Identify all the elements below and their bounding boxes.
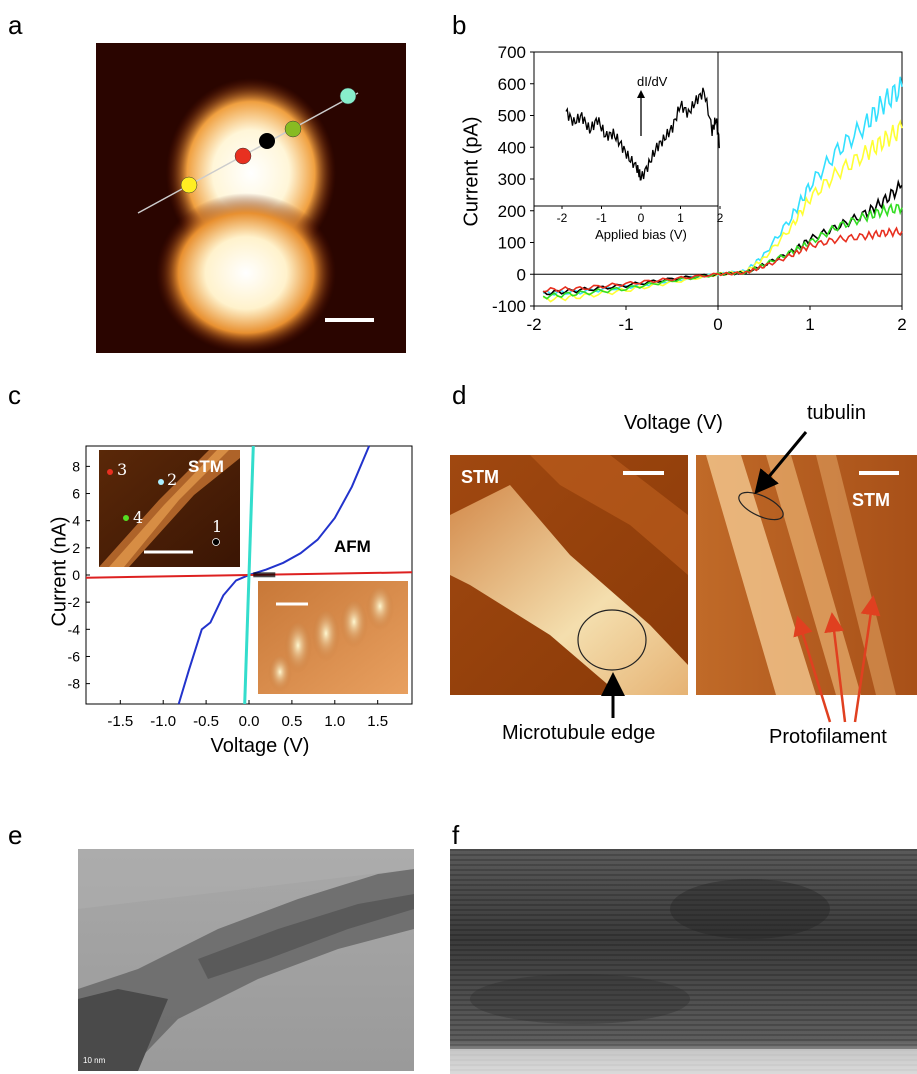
e-scale-text: 10 nm	[83, 1056, 106, 1065]
b-ytick-label: 500	[498, 107, 526, 126]
c-pt4-label: 4	[133, 508, 144, 527]
d-stm-image-left	[450, 455, 688, 695]
c-ytick-label: -4	[68, 621, 81, 637]
stm-image-a	[96, 43, 406, 353]
d-stm-right-label: STM	[852, 490, 890, 510]
c-origin-mark	[253, 572, 276, 578]
c-afm-inset	[258, 581, 408, 694]
d-top-label: Voltage (V)	[624, 412, 723, 434]
c-series-line	[243, 445, 255, 705]
c-ytick-label: 4	[72, 513, 80, 529]
c-point-4	[123, 515, 129, 521]
d-edge-ellipse	[577, 609, 647, 671]
b-ytick-label: 400	[498, 138, 526, 157]
d-arrows	[601, 431, 881, 723]
c-stm-inset	[99, 450, 240, 567]
protofilament-arrow-1	[793, 615, 832, 723]
panel-letter-e: e	[8, 820, 23, 850]
chart-b: -100 0 100 200 300 400 500 600 700 -2 -1 0 1 2 -2 -1 0 1 2…	[492, 43, 907, 334]
c-xtick-label: -1.5	[107, 713, 133, 730]
c-xtick-label: 1.5	[367, 713, 388, 730]
c-point-1	[212, 538, 220, 546]
point-cyan	[339, 87, 357, 105]
b-inset-arrowhead	[637, 90, 645, 98]
tem-image-e	[78, 849, 414, 1071]
c-xtick-label: 0.5	[281, 713, 302, 730]
b-inset-tick-label: 2	[717, 211, 724, 225]
b-inset-line	[565, 87, 720, 181]
c-pt2-label: 2	[167, 470, 178, 489]
b-ytick-label: -100	[492, 297, 526, 316]
point-red	[234, 147, 252, 165]
b-xtick-label: 0	[713, 315, 722, 334]
d-stm-left-label: STM	[461, 467, 499, 487]
b-xtick-label: -2	[526, 315, 541, 334]
c-stm-label: STM	[188, 457, 224, 476]
d-edge-label: Microtubule edge	[502, 722, 656, 744]
protofilament-arrow-2	[824, 612, 847, 723]
panel-letter-a: a	[8, 10, 23, 40]
c-ytick-label: -6	[68, 648, 81, 664]
panel-letter-c: c	[8, 380, 21, 410]
d-tubulin-label: tubulin	[807, 402, 866, 424]
c-afm-label: AFM	[334, 537, 371, 556]
b-inset-tick-label: -1	[596, 211, 607, 225]
c-point-3	[107, 469, 113, 475]
d-tubulin-ellipse	[738, 491, 784, 521]
point-green	[284, 120, 302, 138]
point-yellow	[180, 176, 198, 194]
c-ytick-label: -2	[68, 594, 81, 610]
tem-image-f	[450, 849, 917, 1074]
c-ytick-label: 6	[72, 486, 80, 502]
c-pt3-label: 3	[117, 460, 128, 479]
c-xlabel: Voltage (V)	[210, 735, 310, 757]
b-inset-tick-label: -2	[557, 211, 568, 225]
c-ytick-label: -8	[68, 676, 81, 692]
point-black	[259, 133, 275, 149]
c-ytick-label: 8	[72, 458, 80, 474]
protofilament-arrow-3	[853, 595, 881, 723]
b-inset-tick-label: 1	[677, 211, 684, 225]
b-series-line	[543, 226, 903, 293]
c-xtick-label: 0.0	[239, 713, 260, 730]
b-series-line	[543, 119, 903, 303]
d-stm-image-right	[696, 455, 917, 695]
c-xtick-label: 1.0	[324, 713, 345, 730]
b-inset-tick-label: 0	[638, 211, 645, 225]
d-protofilament-label: Protofilament	[769, 726, 887, 748]
b-xtick-label: -1	[618, 315, 633, 334]
b-ylabel: Current (pA)	[460, 116, 483, 227]
c-xtick-label: -0.5	[193, 713, 219, 730]
chart-c: -8 -6 -4 -2 0 2 4 6 8 -1.5 -1.0 -0.5 0.0 0.5 1.0 1.5	[68, 445, 413, 730]
b-ytick-label: 100	[498, 234, 526, 253]
c-ytick-label: 2	[72, 540, 80, 556]
b-xtick-label: 2	[897, 315, 906, 334]
b-inset-label: dI/dV	[637, 74, 668, 89]
b-ytick-label: 0	[517, 265, 526, 284]
b-ytick-label: 200	[498, 202, 526, 221]
b-series-line	[542, 76, 903, 296]
b-xtick-label: 1	[805, 315, 814, 334]
tubulin-arrow	[754, 431, 808, 495]
panel-letter-d: d	[452, 380, 467, 410]
b-ytick-label: 600	[498, 75, 526, 94]
b-ytick-label: 300	[498, 170, 526, 189]
c-point-2	[158, 479, 164, 485]
b-series-line	[542, 179, 903, 296]
b-inset-xlabel: Applied bias (V)	[595, 227, 687, 242]
c-xtick-label: -1.0	[150, 713, 176, 730]
b-ytick-label: 700	[498, 43, 526, 62]
panel-letter-b: b	[452, 10, 467, 40]
c-ytick-label: 0	[72, 567, 80, 583]
c-pt1-label: 1	[212, 517, 223, 536]
panel-letter-f: f	[452, 820, 460, 850]
